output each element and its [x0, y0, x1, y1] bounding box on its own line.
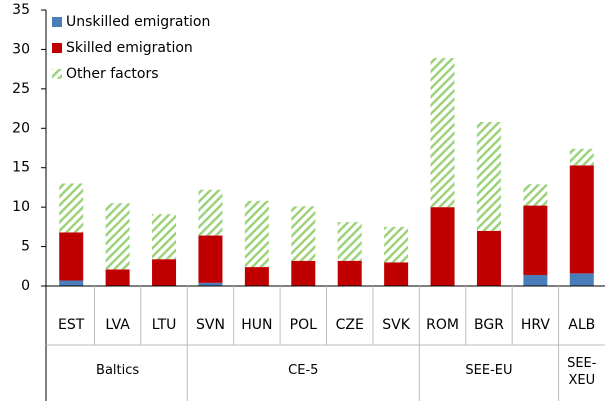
bar-segment — [244, 200, 269, 268]
bar-segment — [430, 58, 455, 208]
bar-segment — [523, 184, 548, 206]
y-tick-label: 25 — [12, 81, 30, 97]
bar-segment — [198, 282, 223, 286]
bar-segment — [105, 203, 130, 270]
x-tick-label: CZE — [336, 317, 364, 333]
legend-swatch — [52, 43, 62, 53]
x-tick-label: ROM — [426, 317, 459, 333]
bar-segment — [337, 260, 362, 286]
x-tick-label: EST — [58, 317, 85, 333]
group-label: SEE-EU — [465, 363, 513, 378]
x-tick-label: LVA — [105, 317, 130, 333]
bar-segment — [59, 232, 84, 281]
bar-segment — [384, 226, 409, 263]
bar-segment — [291, 206, 316, 261]
legend-label: Skilled emigration — [66, 40, 193, 56]
bar-segment — [244, 267, 269, 286]
bar-segment — [569, 148, 594, 166]
x-tick-label: HRV — [521, 317, 550, 333]
x-tick-label: SVK — [382, 317, 410, 333]
bar-segment — [291, 260, 316, 286]
bar-segment — [430, 207, 455, 286]
y-tick-label: 10 — [12, 199, 30, 215]
x-tick-label: SVN — [196, 317, 225, 333]
bar-segment — [198, 189, 223, 236]
legend-label: Unskilled emigration — [66, 14, 210, 30]
bar-segment — [198, 235, 223, 283]
bar-segment — [523, 274, 548, 286]
y-tick-label: 35 — [12, 2, 30, 18]
group-label: SEE-XEU — [567, 356, 597, 388]
bar-segment — [59, 183, 84, 233]
bar-segment — [523, 205, 548, 275]
bar-segment — [569, 273, 594, 286]
bar-segment — [59, 280, 84, 286]
x-tick-label: POL — [290, 317, 317, 333]
x-tick-label: LTU — [152, 317, 177, 333]
bar-segment — [384, 262, 409, 286]
y-tick-label: 5 — [21, 239, 30, 255]
y-tick-label: 20 — [12, 120, 30, 136]
bar-segment — [569, 165, 594, 274]
bar-segment — [152, 259, 177, 286]
legend-swatch — [52, 17, 62, 27]
bar-segment — [152, 214, 177, 260]
group-label: CE-5 — [288, 363, 319, 378]
bar-segment — [476, 121, 501, 231]
y-tick-label: 15 — [12, 160, 30, 176]
legend-swatch — [52, 69, 62, 79]
x-tick-label: HUN — [241, 317, 272, 333]
x-tick-label: ALB — [568, 317, 595, 333]
legend-label: Other factors — [66, 66, 159, 82]
group-label: Baltics — [96, 363, 140, 378]
y-tick-label: 30 — [12, 41, 30, 57]
bar-segment — [476, 230, 501, 286]
y-tick-label: 0 — [21, 278, 30, 294]
bar-segment — [105, 269, 130, 286]
x-tick-label: BGR — [474, 317, 504, 333]
bar-segment — [337, 222, 362, 261]
